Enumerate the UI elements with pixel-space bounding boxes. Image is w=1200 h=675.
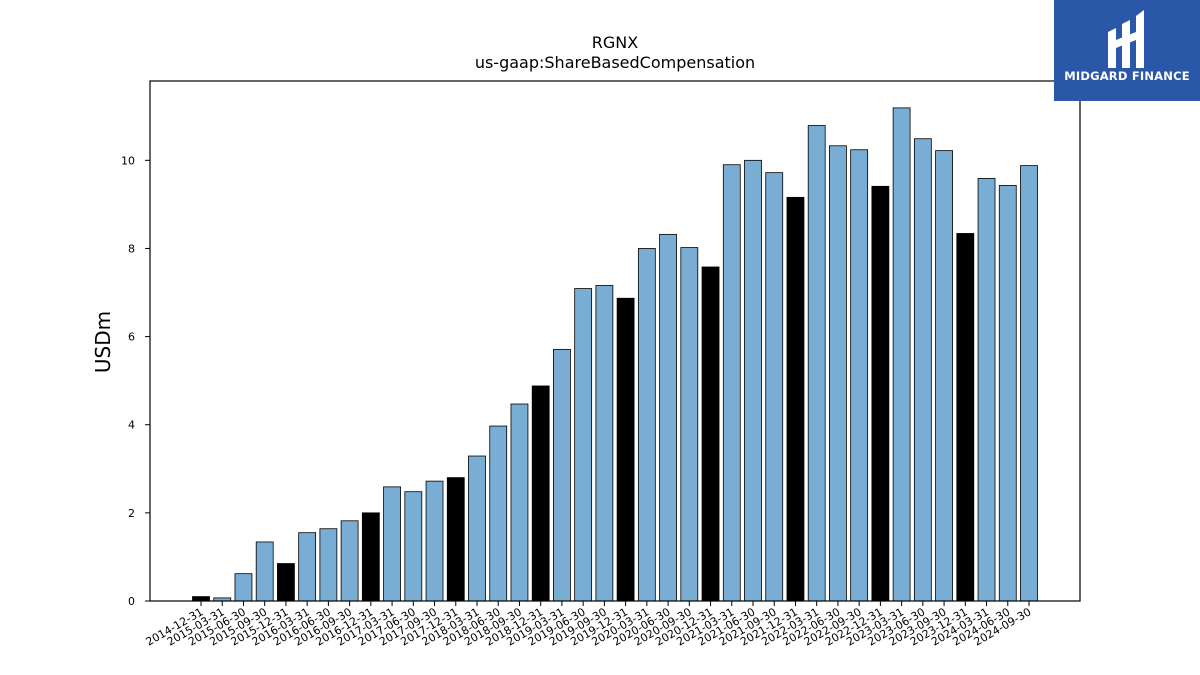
y-tick-label: 4 xyxy=(128,419,135,432)
bar xyxy=(446,477,465,602)
bar xyxy=(680,247,699,602)
x-ticks-group: 2014-12-312015-03-312015-06-302015-09-30… xyxy=(144,601,1034,649)
y-axis-label: USDm xyxy=(91,311,115,373)
y-tick-label: 0 xyxy=(128,595,135,608)
bar xyxy=(383,486,401,602)
bar xyxy=(340,520,359,602)
chart-subtitle: us-gaap:ShareBasedCompensation xyxy=(475,53,755,72)
bar xyxy=(277,563,295,602)
bar xyxy=(744,159,762,602)
bar xyxy=(807,125,826,602)
bar xyxy=(192,596,210,602)
bar xyxy=(850,149,869,602)
plot-frame xyxy=(149,80,1081,602)
bar xyxy=(404,491,423,602)
logo-text: MIDGARD FINANCE xyxy=(1064,69,1190,83)
bar xyxy=(468,455,486,602)
bar xyxy=(871,185,890,602)
y-ticks-group: 0 2 4 6 8 10 xyxy=(121,154,150,608)
bar xyxy=(255,541,274,602)
bar xyxy=(829,145,847,602)
bar xyxy=(616,297,635,602)
bar xyxy=(319,528,338,602)
bar xyxy=(786,196,805,602)
bar xyxy=(956,233,975,602)
bar xyxy=(659,233,677,602)
bar xyxy=(977,177,996,602)
bar xyxy=(510,403,529,602)
bar xyxy=(553,348,571,602)
y-tick-label: 6 xyxy=(128,331,135,344)
midgard-logo: MIDGARD FINANCE xyxy=(1054,0,1200,101)
y-tick-label: 2 xyxy=(128,507,135,520)
bar xyxy=(765,172,784,602)
bar xyxy=(998,185,1017,602)
bar xyxy=(935,150,953,602)
bar xyxy=(1020,165,1038,602)
bar xyxy=(637,248,656,602)
bars-group xyxy=(192,107,1038,602)
chart-title: RGNX xyxy=(592,33,638,52)
y-tick-label: 8 xyxy=(128,242,135,255)
bar xyxy=(913,138,932,602)
bar xyxy=(234,573,253,602)
bar xyxy=(425,480,444,602)
y-tick-label: 10 xyxy=(121,154,135,167)
bar xyxy=(722,164,741,602)
bar xyxy=(574,288,593,602)
bar xyxy=(595,285,614,602)
midgard-logo-icon xyxy=(1108,10,1144,68)
bar xyxy=(531,385,550,602)
bar xyxy=(489,425,508,602)
bar xyxy=(298,532,317,602)
bar xyxy=(701,266,720,602)
bar xyxy=(892,107,911,602)
bar xyxy=(361,512,380,602)
